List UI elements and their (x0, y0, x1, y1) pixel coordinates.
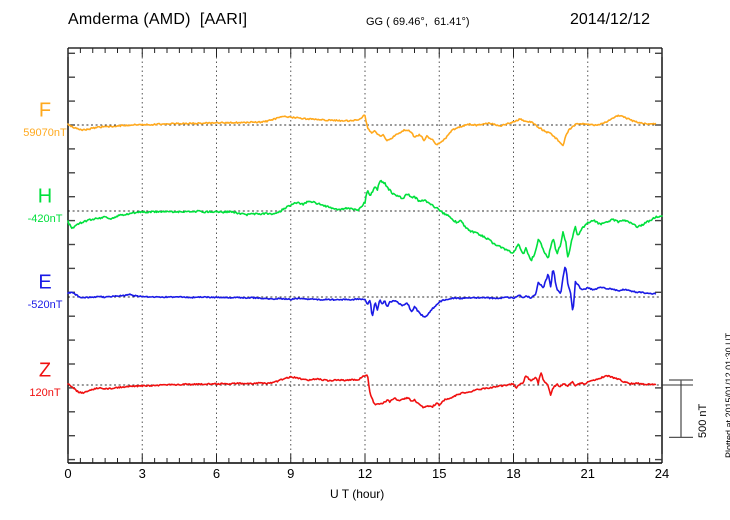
x-tick-label: 6 (212, 466, 221, 481)
x-axis-title: U T (hour) (330, 487, 385, 501)
x-tick-label: 0 (64, 466, 72, 481)
trace-z (67, 372, 657, 409)
component-letter-e: E (38, 271, 52, 294)
x-tick-label: 21 (580, 466, 595, 481)
geographic-coordinates: GG ( 69.46°, 61.41°) (366, 16, 470, 28)
x-tick-label: 24 (654, 466, 670, 481)
trace-f (67, 114, 657, 147)
observation-date: 2014/12/12 (570, 11, 651, 28)
component-letter-z: Z (38, 359, 52, 382)
trace-e (67, 266, 657, 318)
plotted-at-timestamp: Plotted at 2015/01/12 01:30 UT (724, 332, 730, 458)
scale-bar-label: 500 nT (697, 403, 709, 438)
x-tick-label: 9 (287, 466, 295, 481)
station-title: Amderma (AMD) [AARI] (68, 11, 248, 28)
component-value-h: -420nT (27, 213, 63, 225)
trace-h (67, 179, 663, 262)
x-tick-label: 18 (506, 466, 521, 481)
component-letter-f: F (38, 99, 52, 122)
component-value-f: 59070nT (23, 127, 67, 139)
x-tick-label: 12 (357, 466, 373, 481)
component-letter-h: H (37, 185, 53, 208)
x-tick-label: 15 (432, 466, 447, 481)
component-value-e: -520nT (27, 299, 63, 311)
component-value-z: 120nT (29, 387, 61, 399)
x-tick-label: 3 (138, 466, 146, 481)
